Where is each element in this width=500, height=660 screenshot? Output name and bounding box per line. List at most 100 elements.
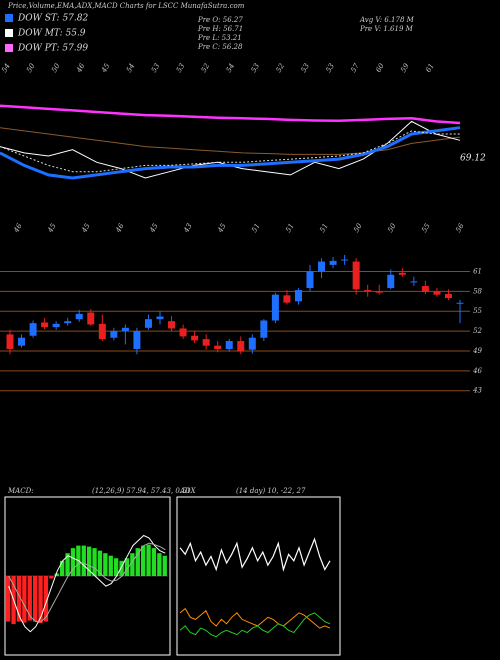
- x-tick-label: 50: [25, 62, 37, 74]
- histogram-bar: [16, 576, 22, 622]
- histogram-bar: [33, 576, 38, 622]
- y-tick-label: 49: [472, 347, 482, 355]
- x-tick-label: 56: [454, 222, 466, 234]
- x-tick-label: 60: [374, 62, 386, 74]
- candle-body: [352, 261, 360, 290]
- histogram-bar: [130, 553, 135, 576]
- histogram-bar: [22, 576, 27, 623]
- stat: Pre H: 56.71: [197, 25, 243, 33]
- candle-body: [421, 286, 429, 293]
- x-tick-label: 57: [349, 62, 361, 74]
- chart-title: Price,Volume,EMA,ADX,MACD Charts for LSC…: [7, 2, 245, 10]
- candle-body: [433, 291, 441, 295]
- x-tick-label: 54: [125, 62, 136, 74]
- candle-body: [202, 339, 210, 346]
- candle-body: [214, 345, 222, 349]
- histogram-bar: [97, 550, 103, 576]
- histogram-bar: [70, 548, 76, 576]
- series-line: [0, 126, 461, 180]
- candle-body: [121, 327, 129, 332]
- panel-subtitle: (12,26,9) 57.94, 57.43, 0.51: [92, 487, 191, 495]
- candle-body: [87, 312, 95, 325]
- candle-body: [248, 337, 256, 350]
- candle-body: [318, 261, 326, 272]
- histogram-bar: [60, 560, 65, 576]
- histogram-bar: [146, 544, 151, 576]
- x-tick-label: 50: [352, 222, 364, 234]
- candle-body: [271, 294, 279, 321]
- candle-body: [283, 295, 291, 303]
- series-line: [8, 534, 166, 633]
- histogram-bar: [87, 546, 92, 576]
- histogram-bar: [43, 576, 49, 622]
- candle-body: [375, 291, 383, 293]
- annotation: 69.12: [460, 154, 486, 164]
- x-tick-label: 52: [275, 62, 287, 74]
- legend-swatch: [5, 29, 13, 37]
- x-tick-label: 61: [424, 62, 435, 74]
- stat: Avg V: 6.178 M: [359, 16, 415, 24]
- candle-body: [179, 328, 187, 337]
- series-line: [8, 542, 166, 623]
- x-tick-label: 55: [420, 222, 432, 234]
- candle-body: [410, 281, 418, 283]
- legend-label: DOW ST: 57.82: [17, 14, 88, 24]
- y-tick-label: 55: [473, 307, 482, 315]
- candle-body: [75, 313, 83, 320]
- candle-body: [225, 341, 233, 349]
- histogram-bar: [141, 545, 146, 576]
- stat: Pre C: 56.28: [197, 43, 243, 51]
- histogram-bar: [114, 558, 119, 576]
- histogram-bar: [54, 573, 59, 576]
- y-tick-label: 58: [473, 287, 482, 295]
- x-tick-label: 53: [175, 62, 187, 74]
- candle-body: [18, 337, 26, 346]
- x-tick-label: 53: [300, 62, 312, 74]
- histogram-bar: [124, 558, 130, 576]
- histogram-bar: [92, 548, 97, 576]
- candle-body: [398, 272, 406, 275]
- candle-body: [294, 290, 302, 302]
- histogram-bar: [6, 576, 11, 622]
- series-line: [0, 130, 460, 173]
- series-line: [0, 104, 461, 125]
- candle-body: [260, 320, 268, 338]
- candle-body: [364, 290, 372, 292]
- candle-body: [456, 302, 464, 304]
- candle-body: [98, 323, 106, 340]
- legend-swatch: [5, 14, 13, 22]
- series-line: [179, 607, 331, 629]
- x-tick-label: 50: [386, 222, 398, 234]
- adx-frame: [176, 496, 341, 656]
- candle-body: [168, 321, 176, 329]
- x-tick-label: 51: [284, 222, 295, 234]
- candle-body: [133, 331, 141, 349]
- candle-body: [6, 334, 14, 349]
- histogram-bar: [151, 548, 157, 576]
- x-tick-label: 52: [200, 62, 212, 74]
- candle-body: [191, 335, 199, 341]
- histogram-bar: [157, 553, 162, 576]
- x-tick-label: 59: [399, 62, 411, 74]
- candle-body: [64, 321, 72, 324]
- candle-body: [329, 260, 337, 265]
- candle-body: [387, 274, 395, 289]
- candle-body: [306, 271, 314, 289]
- x-tick-label: 53: [250, 62, 262, 74]
- candle-body: [156, 316, 164, 320]
- x-tick-label: 53: [150, 62, 162, 74]
- histogram-bar: [135, 548, 140, 576]
- stat: Pre L: 53.21: [197, 34, 242, 42]
- panel-title: MACD:: [7, 487, 34, 495]
- panel-subtitle: (14 day) 10, -22, 27: [236, 487, 306, 495]
- candle-body: [237, 341, 245, 352]
- macd-frame: [4, 496, 171, 656]
- y-tick-label: 43: [472, 387, 482, 395]
- x-tick-label: 50: [50, 62, 62, 74]
- histogram-bar: [38, 576, 43, 624]
- y-tick-label: 52: [473, 327, 482, 335]
- y-tick-label: 61: [473, 267, 482, 275]
- histogram-bar: [162, 555, 167, 576]
